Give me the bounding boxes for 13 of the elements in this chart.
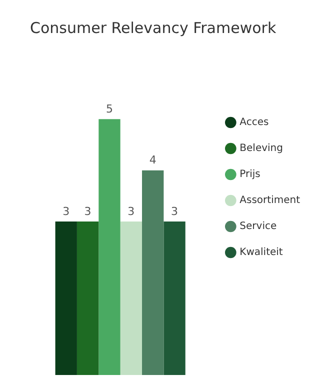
data-label: 3 xyxy=(84,204,92,218)
legend-label: Beleving xyxy=(240,143,283,154)
data-label: 5 xyxy=(106,102,113,116)
legend-label: Kwaliteit xyxy=(240,247,283,258)
data-label: 3 xyxy=(128,204,135,218)
data-label: 3 xyxy=(171,204,178,218)
legend-label: Assortiment xyxy=(240,195,300,206)
chart-title: Consumer Relevancy Framework xyxy=(30,18,276,37)
data-label: 3 xyxy=(62,204,70,218)
legend-label: Prijs xyxy=(240,169,260,180)
data-label: 4 xyxy=(149,154,156,167)
legend-label: Acces xyxy=(240,117,269,128)
legend-label: Service xyxy=(240,221,277,232)
